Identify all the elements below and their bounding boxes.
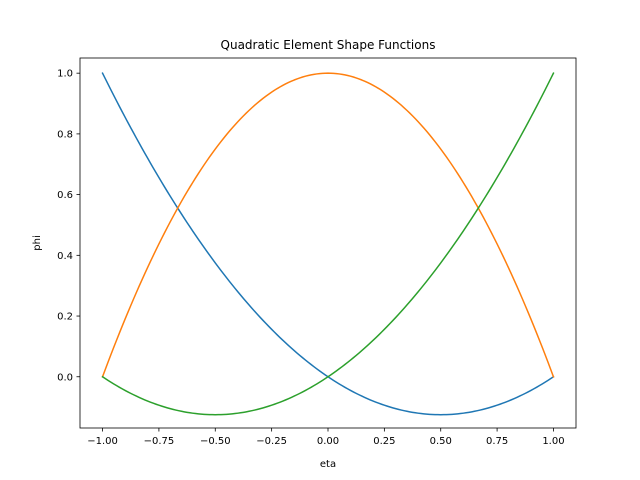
series-line-2 [101,72,555,378]
x-tick-label: 0.50 [430,436,452,447]
x-tick-label: −1.00 [87,436,118,447]
x-tick-label: −0.75 [144,436,175,447]
plot-frame [79,57,577,429]
series-layer [101,72,555,416]
series-line-1 [101,72,555,416]
x-tick-label: −0.25 [256,436,287,447]
x-tick-label: 0.25 [373,436,395,447]
y-tick-label: 0.8 [57,129,73,140]
x-tick-label: −0.50 [200,436,231,447]
x-tick-label: 0.00 [317,436,339,447]
y-axis-label: phi [32,235,43,250]
y-axis: 0.0 0.2 0.4 0.6 0.8 1.0 [57,69,80,383]
x-axis-label: eta [320,459,336,470]
x-axis: −1.00 −0.75 −0.50 −0.25 0.00 0.25 0.50 0.75 1.00 [87,428,565,447]
y-tick-label: 0.4 [57,251,73,262]
series-line-3 [101,72,555,416]
x-tick-label: 0.75 [486,436,508,447]
y-tick-label: 0.6 [57,190,73,201]
y-tick-label: 0.0 [57,372,73,383]
chart-title: Quadratic Element Shape Functions [221,38,436,52]
y-tick-label: 1.0 [57,69,73,80]
x-tick-label: 1.00 [542,436,564,447]
y-tick-label: 0.2 [57,312,73,323]
